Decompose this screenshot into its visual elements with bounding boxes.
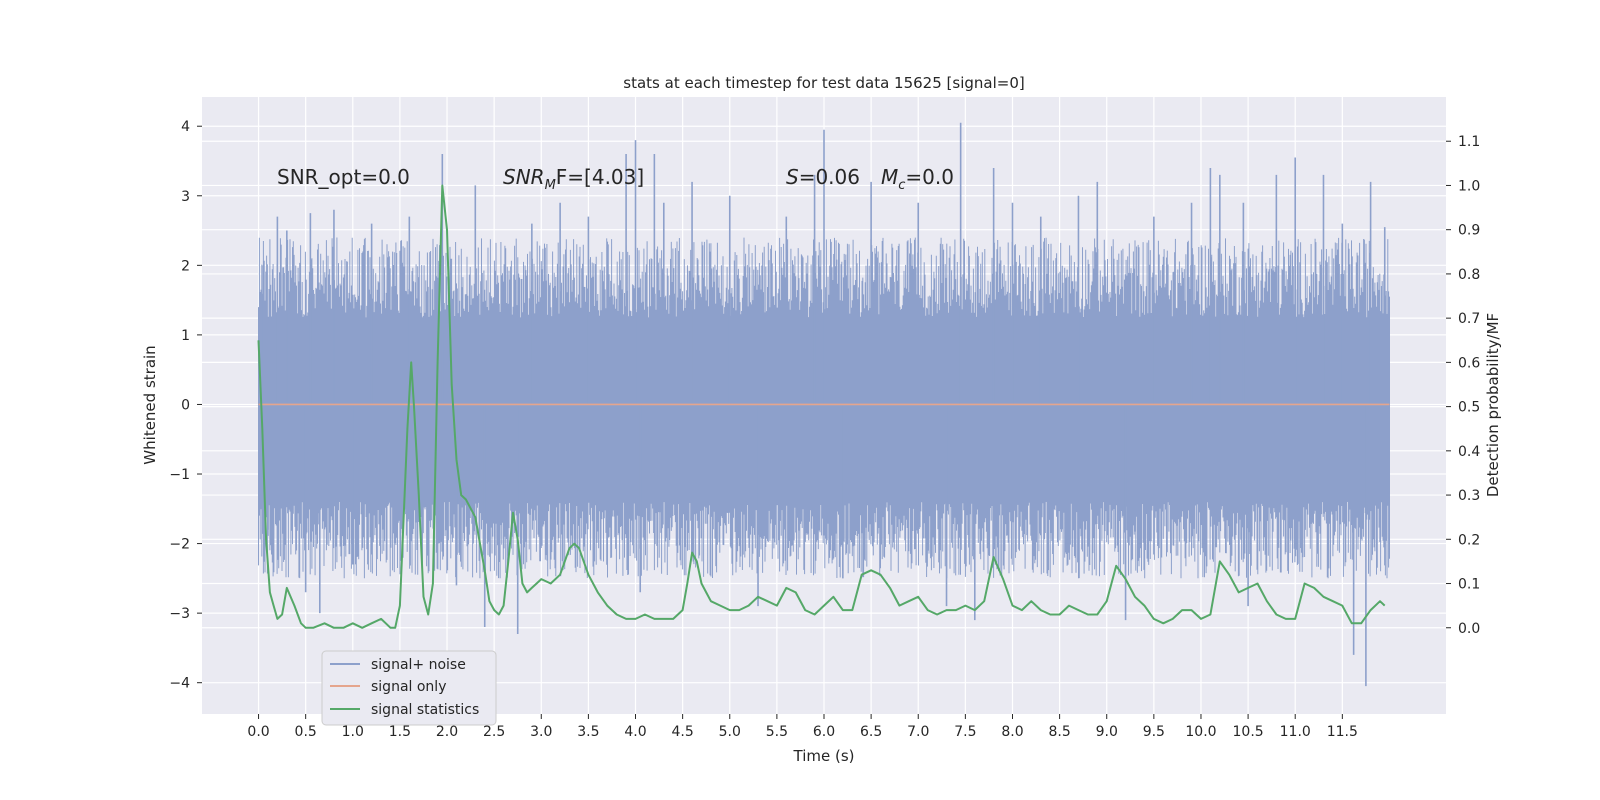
y-right-axis-ticks: 0.0 0.1 0.2 0.3 0.4 0.5 0.6 0.7 0.8 0.9 1.0 1.1 [1446, 134, 1480, 637]
x-tick-label-1: 0.5 [295, 724, 317, 740]
legend: signal+ noise signal only signal statist… [321, 650, 497, 726]
y-left-tick-label-8: 4 [181, 119, 190, 135]
x-tick-label-11: 5.5 [766, 724, 788, 740]
y-right-tick-label-0: 0.0 [1458, 621, 1480, 637]
x-tick-label-19: 9.5 [1143, 724, 1165, 740]
mc-subscript: c [898, 178, 905, 193]
x-tick-label-10: 5.0 [719, 724, 741, 740]
x-tick-label-6: 3.0 [530, 724, 552, 740]
y-right-axis-label: Detection probability/MF [1484, 313, 1502, 497]
x-tick-label-20: 10.0 [1185, 724, 1216, 740]
y-right-tick-label-1: 0.1 [1458, 577, 1480, 593]
x-tick-label-14: 7.0 [907, 724, 929, 740]
s-annotation: S=0.06 [786, 165, 860, 189]
y-right-tick-label-8: 0.8 [1458, 267, 1480, 283]
y-left-tick-label-0: −4 [169, 676, 190, 692]
x-tick-label-17: 8.5 [1048, 724, 1070, 740]
x-tick-label-2: 1.0 [342, 724, 364, 740]
x-tick-label-13: 6.5 [860, 724, 882, 740]
x-tick-label-3: 1.5 [389, 724, 411, 740]
snr-mf-base: SNR [503, 165, 545, 189]
y-left-axis-ticks: −4 −3 −2 −1 0 1 2 3 4 [169, 119, 202, 692]
mc-annotation: Mc=0.0 [881, 165, 954, 193]
chart-title: stats at each timestep for test data 156… [623, 74, 1024, 92]
x-tick-label-8: 4.0 [624, 724, 646, 740]
x-tick-label-4: 2.0 [436, 724, 458, 740]
x-tick-label-9: 4.5 [672, 724, 694, 740]
y-right-tick-label-4: 0.4 [1458, 444, 1480, 460]
legend-box [321, 650, 497, 726]
x-tick-label-21: 10.5 [1233, 724, 1264, 740]
y-left-tick-label-2: −2 [169, 537, 190, 553]
x-tick-label-16: 8.0 [1001, 724, 1023, 740]
x-tick-label-5: 2.5 [483, 724, 505, 740]
snr-mf-subscript: M [545, 178, 556, 193]
y-left-tick-label-3: −1 [169, 467, 190, 483]
s-symbol: S [786, 165, 799, 189]
snr-mf-annotation: SNRMF=[4.03] [503, 165, 644, 193]
x-tick-label-12: 6.0 [813, 724, 835, 740]
y-left-tick-label-4: 0 [181, 397, 190, 413]
y-left-tick-label-7: 3 [181, 189, 190, 205]
y-left-axis-label: Whitened strain [141, 345, 159, 464]
legend-label-signal: signal only [371, 679, 446, 695]
x-tick-label-7: 3.5 [577, 724, 599, 740]
y-right-tick-label-9: 0.9 [1458, 223, 1480, 239]
y-right-tick-label-7: 0.7 [1458, 311, 1480, 327]
signal-noise-series [258, 122, 1390, 687]
y-left-tick-label-1: −3 [169, 606, 190, 622]
x-tick-label-18: 9.0 [1096, 724, 1118, 740]
x-tick-label-22: 11.0 [1280, 724, 1311, 740]
x-axis-label: Time (s) [793, 747, 855, 765]
y-right-tick-label-11: 1.1 [1458, 134, 1480, 150]
signal-statistics-series [257, 184, 1386, 629]
s-value: =0.06 [799, 165, 860, 189]
y-right-tick-label-10: 1.0 [1458, 178, 1480, 194]
snr-mf-rest: F=[4.03] [556, 165, 644, 189]
mc-symbol: M [881, 165, 898, 189]
mc-value: =0.0 [905, 165, 954, 189]
x-tick-label-0: 0.0 [247, 724, 269, 740]
y-left-tick-label-5: 1 [181, 328, 190, 344]
x-tick-label-15: 7.5 [954, 724, 976, 740]
legend-label-noise: signal+ noise [371, 657, 466, 673]
y-right-tick-label-2: 0.2 [1458, 532, 1480, 548]
signal-statistics-line [257, 184, 1386, 629]
y-right-tick-label-3: 0.3 [1458, 488, 1480, 504]
x-axis-ticks: 0.0 0.5 1.0 1.5 2.0 2.5 3.0 3.5 4.0 4.5 5.0 5.5 6.0 6… [247, 714, 1358, 740]
y-right-tick-label-5: 0.5 [1458, 400, 1480, 416]
legend-label-stats: signal statistics [371, 702, 479, 718]
y-right-tick-label-6: 0.6 [1458, 355, 1480, 371]
snr-opt-annotation: SNR_opt=0.0 [277, 165, 410, 189]
y-left-tick-label-6: 2 [181, 258, 190, 274]
x-tick-label-23: 11.5 [1327, 724, 1358, 740]
